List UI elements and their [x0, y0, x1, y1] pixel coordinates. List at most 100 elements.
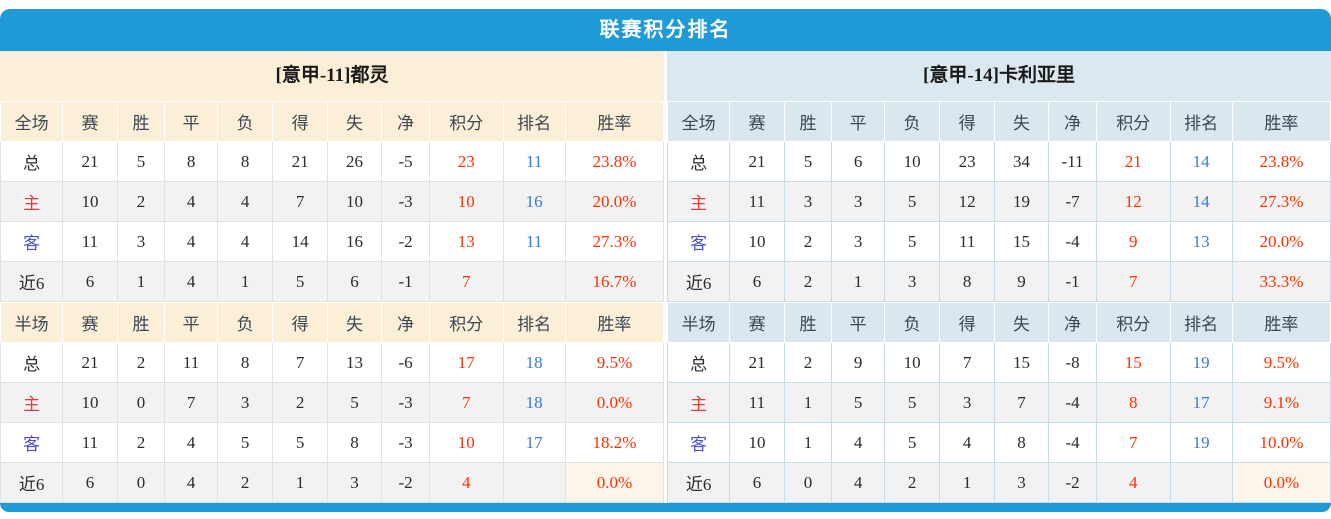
stat-cell: 11 [164, 342, 218, 383]
rank-cell: 19 [1169, 422, 1233, 463]
stat-cell: 2 [116, 342, 166, 383]
standings-content: [意甲-11]都灵 全场赛胜平负得失净积分 排名 胜率总 21 5 8 8 21 26 -5 23 1… [0, 51, 1331, 503]
row-label: 近6 [0, 261, 64, 302]
row-label: 总 [0, 141, 64, 182]
full-match-table: 全场赛胜平负得失净积分 排名 胜率总 21 5 8 8 21 26 -5 23 11 23.8% 主 10 2… [0, 101, 665, 302]
stat-cell: 1 [783, 422, 833, 463]
stat-cell: 4 [164, 221, 218, 262]
stat-cell: 6 [62, 462, 118, 503]
stat-cell: 19 [993, 181, 1050, 222]
column-header: 积分 [428, 101, 504, 142]
points-cell: 4 [1095, 462, 1171, 503]
panel-home-team: [意甲-11]都灵 全场赛胜平负得失净积分 排名 胜率总 21 5 8 8 21 26 -5 23 1… [0, 51, 665, 503]
column-header: 积分 [1095, 101, 1171, 142]
stat-cell: 15 [993, 342, 1050, 383]
column-header: 得 [272, 101, 328, 142]
stat-cell: 2 [783, 261, 833, 302]
points-cell: 21 [1095, 141, 1171, 182]
points-cell: 7 [428, 382, 504, 423]
column-header: 净 [1048, 101, 1097, 142]
column-header: 胜率 [564, 302, 665, 343]
stat-cell: -3 [381, 382, 430, 423]
stat-cell: 5 [116, 141, 166, 182]
winrate-cell: 9.1% [1231, 382, 1331, 423]
stat-cell: 5 [216, 422, 274, 463]
stat-cell: 10 [729, 422, 785, 463]
column-header: 排名 [1169, 101, 1233, 142]
winrate-cell: 16.7% [564, 261, 665, 302]
stats-row-recent: 近6 6 1 4 1 5 6 -1 7 16.7% [0, 261, 665, 302]
stat-cell: 1 [116, 261, 166, 302]
stat-cell: 5 [272, 261, 328, 302]
row-label: 客 [0, 221, 64, 262]
winrate-cell: 18.2% [564, 422, 665, 463]
row-label: 总 [666, 342, 731, 383]
rank-cell: 14 [1169, 181, 1233, 222]
winrate-cell: 0.0% [564, 462, 665, 503]
stat-cell: -6 [381, 342, 430, 383]
stat-cell: 7 [993, 382, 1050, 423]
stat-cell: 10 [729, 221, 785, 262]
rank-cell [1169, 462, 1233, 503]
stat-cell: -2 [1048, 462, 1097, 503]
winrate-cell: 0.0% [1231, 462, 1331, 503]
stat-cell: 8 [993, 422, 1050, 463]
full-match-table: 全场赛胜平负得失净积分 排名 胜率总 21 5 6 10 23 34 -11 21 14 23.8% 主 1… [666, 101, 1331, 302]
column-header: 胜 [116, 302, 166, 343]
stat-cell: 2 [883, 462, 941, 503]
points-cell: 12 [1095, 181, 1171, 222]
column-header: 积分 [1095, 302, 1171, 343]
stat-cell: 3 [831, 221, 885, 262]
column-header: 负 [883, 101, 941, 142]
header-row: 全场赛胜平负得失净积分 排名 胜率 [666, 101, 1331, 142]
stat-cell: 16 [326, 221, 383, 262]
column-header: 赛 [729, 302, 785, 343]
stats-row-away: 客 11 2 4 5 5 8 -3 10 17 18.2% [0, 422, 665, 463]
home-team-tables: 全场赛胜平负得失净积分 排名 胜率总 21 5 8 8 21 26 -5 23 11 23.8% 主 10 2… [0, 101, 665, 503]
rank-cell: 11 [502, 141, 566, 182]
stat-cell: 11 [939, 221, 995, 262]
stat-cell: 23 [939, 141, 995, 182]
page-title: 联赛积分排名 [0, 9, 1331, 51]
column-header: 失 [326, 101, 383, 142]
column-header: 胜 [783, 101, 833, 142]
half-match-table: 半场赛胜平负得失净积分 排名 胜率总 21 2 9 10 7 15 -8 15 19 9.5% 主 11 1 5… [666, 302, 1331, 503]
stat-cell: 4 [831, 422, 885, 463]
stat-cell: 34 [993, 141, 1050, 182]
column-header: 负 [883, 302, 941, 343]
stat-cell: 1 [783, 382, 833, 423]
winrate-cell: 27.3% [1231, 181, 1331, 222]
row-label: 近6 [0, 462, 64, 503]
stat-cell: 7 [164, 382, 218, 423]
stat-cell: 9 [993, 261, 1050, 302]
column-header: 赛 [729, 101, 785, 142]
stat-cell: 5 [883, 382, 941, 423]
stat-cell: 3 [116, 221, 166, 262]
column-header: 胜率 [564, 101, 665, 142]
stat-cell: 13 [326, 342, 383, 383]
stat-cell: 4 [164, 181, 218, 222]
stats-row-recent: 近6 6 0 4 2 1 3 -2 4 0.0% [666, 462, 1331, 503]
stats-row-total: 总 21 2 9 10 7 15 -8 15 19 9.5% [666, 342, 1331, 383]
column-header: 净 [381, 101, 430, 142]
stat-cell: 0 [783, 462, 833, 503]
column-header: 得 [272, 302, 328, 343]
stat-cell: 4 [831, 462, 885, 503]
stat-cell: 5 [831, 382, 885, 423]
stat-cell: 2 [783, 221, 833, 262]
column-header: 失 [326, 302, 383, 343]
column-header: 净 [1048, 302, 1097, 343]
column-header: 得 [939, 302, 995, 343]
stats-row-recent: 近6 6 2 1 3 8 9 -1 7 33.3% [666, 261, 1331, 302]
stat-cell: 2 [783, 342, 833, 383]
stat-cell: 10 [62, 382, 118, 423]
row-label: 客 [666, 221, 731, 262]
stat-cell: 3 [831, 181, 885, 222]
stat-cell: 21 [729, 141, 785, 182]
winrate-cell: 10.0% [1231, 422, 1331, 463]
stat-cell: 15 [993, 221, 1050, 262]
row-label: 近6 [666, 261, 731, 302]
stat-cell: 5 [883, 181, 941, 222]
away-team-tables: 全场赛胜平负得失净积分 排名 胜率总 21 5 6 10 23 34 -11 21 14 23.8% 主 1… [666, 101, 1331, 503]
stat-cell: 8 [216, 141, 274, 182]
